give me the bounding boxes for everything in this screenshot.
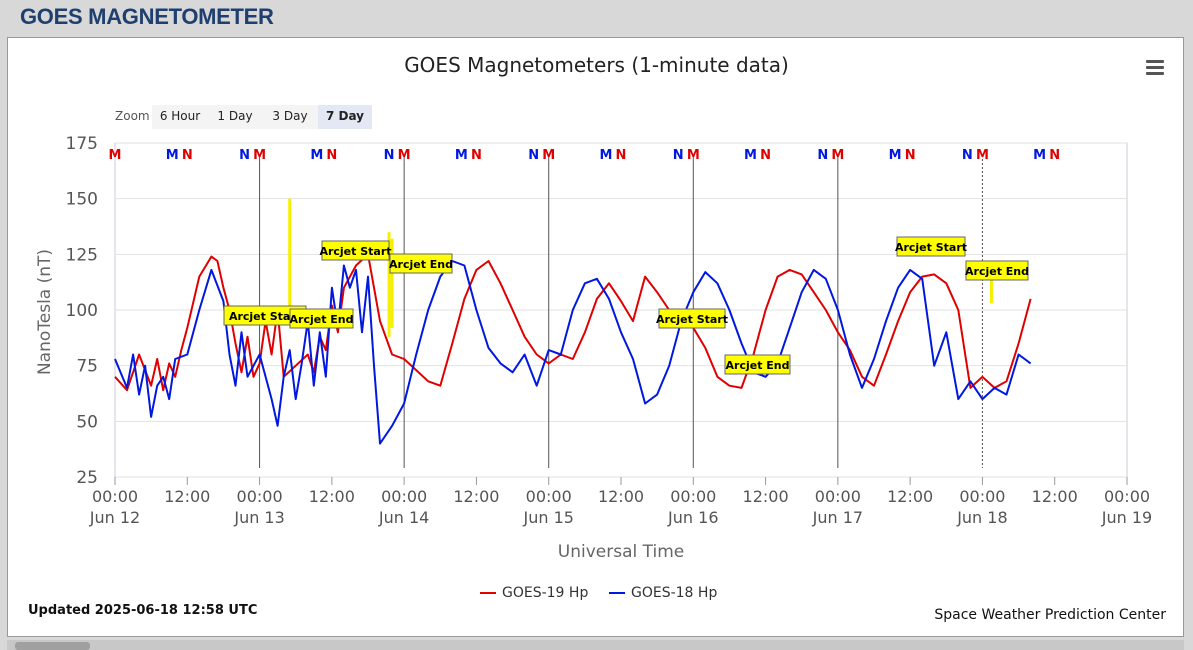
arcjet-label: Arcjet Start — [229, 310, 301, 323]
noon-midnight-marker: M — [599, 148, 612, 163]
arcjet-label-box — [896, 236, 966, 257]
noon-midnight-marker: N — [616, 148, 627, 163]
x-tick-time: 00:00 — [526, 487, 572, 506]
x-tick-time: 12:00 — [598, 487, 644, 506]
noon-midnight-marker: N — [326, 148, 337, 163]
arcjet-label-box — [389, 253, 453, 274]
y-tick-label: 75 — [76, 357, 98, 377]
noon-midnight-marker: N — [384, 148, 395, 163]
noon-midnight-marker: M — [889, 148, 902, 163]
horizontal-scrollbar[interactable] — [7, 640, 1184, 650]
series-goes19-line — [114, 253, 1032, 392]
x-tick-time: 00:00 — [92, 487, 138, 506]
page-title: GOES MAGNETOMETER — [20, 4, 274, 29]
legend-goes18[interactable]: GOES-18 Hp — [609, 585, 717, 601]
y-axis-title: NanoTesla (nT) — [35, 249, 55, 375]
arcjet-label-box — [658, 308, 726, 329]
noon-midnight-marker: N — [905, 148, 916, 163]
y-tick-label: 50 — [76, 412, 98, 432]
x-tick-time: 00:00 — [1104, 487, 1150, 506]
x-tick-date: Jun 14 — [378, 508, 429, 527]
x-tick-date: Jun 19 — [1101, 508, 1152, 527]
arcjet-label-box — [289, 308, 354, 329]
scrollbar-thumb[interactable] — [15, 642, 90, 650]
x-tick-date: Jun 12 — [89, 508, 140, 527]
noon-midnight-marker: N — [239, 148, 250, 163]
noon-midnight-marker: N — [471, 148, 482, 163]
noon-midnight-marker: N — [528, 148, 539, 163]
page-header: GOES MAGNETOMETER — [0, 0, 1193, 36]
credit-text: Space Weather Prediction Center — [934, 607, 1166, 623]
arcjet-label: Arcjet Start — [319, 245, 391, 258]
zoom-label: Zoom — [115, 109, 150, 123]
noon-midnight-marker: N — [817, 148, 828, 163]
hamburger-menu-icon[interactable] — [1146, 60, 1164, 76]
x-tick-date: Jun 16 — [667, 508, 718, 527]
chart-panel — [7, 37, 1184, 637]
series-goes18-line — [114, 260, 1032, 445]
x-tick-date: Jun 15 — [522, 508, 573, 527]
noon-midnight-marker: M — [398, 148, 411, 163]
noon-midnight-marker: N — [673, 148, 684, 163]
arcjet-label: Arcjet End — [965, 265, 1029, 278]
x-tick-time: 00:00 — [815, 487, 861, 506]
x-tick-time: 12:00 — [164, 487, 210, 506]
arcjet-label: Arcjet End — [726, 359, 790, 372]
x-axis-title: Universal Time — [558, 542, 684, 562]
y-tick-label: 150 — [66, 190, 98, 210]
x-tick-time: 12:00 — [887, 487, 933, 506]
noon-midnight-marker: N — [182, 148, 193, 163]
x-tick-time: 12:00 — [453, 487, 499, 506]
arcjet-label: Arcjet End — [389, 258, 453, 271]
x-tick-date: Jun 13 — [233, 508, 284, 527]
noon-midnight-marker: N — [962, 148, 973, 163]
arcjet-label-box — [724, 354, 791, 375]
noon-midnight-marker: M — [253, 148, 266, 163]
noon-midnight-marker: M — [455, 148, 468, 163]
noon-midnight-marker: M — [542, 148, 555, 163]
x-tick-time: 12:00 — [743, 487, 789, 506]
x-tick-time: 12:00 — [309, 487, 355, 506]
zoom-1-day-button[interactable]: 1 Day — [208, 105, 262, 129]
y-tick-label: 125 — [66, 245, 98, 265]
noon-midnight-marker: M — [109, 148, 122, 163]
x-tick-time: 12:00 — [1032, 487, 1078, 506]
y-tick-label: 25 — [76, 468, 98, 488]
legend-goes19-swatch — [480, 592, 496, 594]
x-tick-time: 00:00 — [670, 487, 716, 506]
noon-midnight-marker: N — [760, 148, 771, 163]
legend-goes18-swatch — [609, 592, 625, 594]
noon-midnight-marker: M — [744, 148, 757, 163]
zoom-3-day-button[interactable]: 3 Day — [262, 105, 318, 129]
x-tick-time: 00:00 — [381, 487, 427, 506]
legend-goes19-label: GOES-19 Hp — [502, 585, 589, 601]
x-tick-time: 00:00 — [959, 487, 1005, 506]
zoom-6-hour-button[interactable]: 6 Hour — [152, 105, 208, 129]
arcjet-label-box — [321, 240, 390, 261]
legend-goes19[interactable]: GOES-19 Hp — [480, 585, 588, 601]
x-tick-date: Jun 18 — [956, 508, 1007, 527]
x-tick-date: Jun 17 — [812, 508, 863, 527]
noon-midnight-marker: M — [166, 148, 179, 163]
legend-goes18-label: GOES-18 Hp — [631, 585, 718, 601]
noon-midnight-marker: M — [1033, 148, 1046, 163]
zoom-7-day-button[interactable]: 7 Day — [318, 105, 372, 129]
arcjet-label: Arcjet End — [290, 313, 354, 326]
updated-timestamp: Updated 2025-06-18 12:58 UTC — [28, 603, 258, 618]
chart-title: GOES Magnetometers (1-minute data) — [404, 53, 789, 77]
noon-midnight-marker: M — [310, 148, 323, 163]
noon-midnight-marker: M — [687, 148, 700, 163]
noon-midnight-marker: N — [1049, 148, 1060, 163]
noon-midnight-marker: M — [831, 148, 844, 163]
arcjet-label-box — [965, 260, 1029, 281]
arcjet-label: Arcjet Start — [895, 241, 967, 254]
y-tick-label: 100 — [66, 301, 98, 321]
y-tick-label: 175 — [66, 134, 98, 154]
noon-midnight-marker: M — [976, 148, 989, 163]
x-tick-time: 00:00 — [237, 487, 283, 506]
arcjet-label: Arcjet Start — [656, 313, 728, 326]
